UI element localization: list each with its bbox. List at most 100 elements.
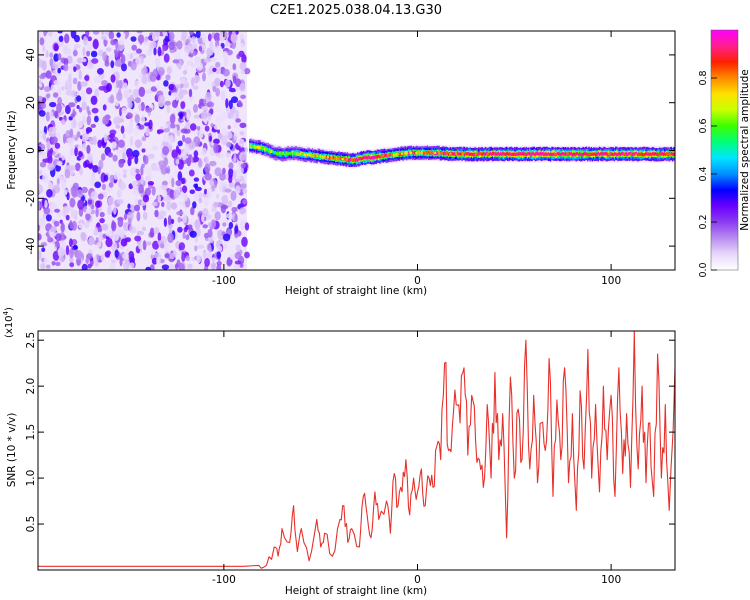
noise-speck (72, 49, 78, 57)
ridge-band (530, 153, 532, 157)
ridge-band (482, 151, 484, 156)
ridge-peak (289, 152, 292, 155)
ridge-band (338, 157, 340, 161)
ridge-band (324, 154, 326, 158)
noise-speck (194, 219, 201, 230)
noise-speck (87, 152, 93, 162)
noise-speck (138, 103, 142, 112)
ridge-peak (666, 153, 669, 156)
noise-speck (216, 251, 222, 259)
ridge-band (494, 152, 496, 156)
noise-speck (159, 210, 167, 217)
noise-speck (118, 38, 125, 46)
ridge-band (543, 152, 545, 156)
noise-speck (149, 264, 155, 270)
ridge-peak (608, 153, 611, 156)
ridge-band (286, 151, 288, 155)
noise-speck (161, 201, 165, 208)
noise-speck (76, 189, 84, 198)
noise-speck (136, 211, 141, 222)
noise-speck (224, 42, 231, 47)
noise-speck (202, 72, 206, 82)
noise-speck (136, 48, 142, 54)
noise-speck (210, 257, 217, 264)
noise-speck (172, 59, 180, 64)
noise-speck (156, 256, 161, 266)
noise-speck (210, 219, 217, 229)
spectrogram-ridge (249, 137, 675, 169)
noise-speck (192, 201, 197, 209)
ridge-peak (434, 151, 437, 154)
ridge-band (295, 152, 297, 156)
ridge-band (655, 152, 657, 156)
ridge-band (347, 158, 350, 162)
ridge-band (276, 152, 279, 156)
noise-speck (180, 101, 186, 110)
noise-speck (235, 78, 242, 87)
colorbar-scale (710, 29, 739, 271)
noise-speck (69, 220, 73, 230)
y-tick-label: -20 (25, 190, 37, 207)
ridge-band (484, 152, 487, 156)
noise-speck (104, 251, 111, 258)
noise-speck (153, 47, 157, 56)
noise-speck (227, 111, 234, 118)
ridge-band (281, 151, 283, 155)
ridge-band (422, 151, 424, 155)
noise-speck (201, 33, 206, 44)
ridge-band (325, 155, 328, 159)
noise-speck (202, 224, 208, 229)
noise-speck (182, 70, 188, 75)
noise-speck (226, 258, 232, 267)
noise-speck (73, 244, 78, 250)
ridge-peak (341, 158, 344, 160)
noise-speck (72, 77, 78, 85)
noise-speck (50, 226, 57, 233)
noise-speck (234, 225, 239, 234)
noise-speck (239, 131, 245, 136)
ridge-band (500, 152, 502, 156)
noise-speck (213, 138, 220, 145)
noise-speck (235, 185, 241, 195)
ridge-band (647, 152, 649, 156)
ridge-band (591, 152, 594, 156)
ridge-band (391, 153, 394, 157)
colorbar-tick-label: 0.2 (698, 214, 709, 229)
noise-speck (240, 163, 246, 169)
noise-speck (214, 167, 222, 177)
noise-speck (141, 74, 148, 85)
noise-speck (112, 154, 118, 162)
noise-speck (207, 33, 212, 42)
ridge-band (576, 151, 578, 156)
noise-speck (142, 211, 148, 220)
noise-speck (130, 36, 137, 42)
ridge-peak (554, 153, 557, 156)
noise-speck (182, 231, 186, 239)
noise-speck (212, 67, 217, 72)
noise-speck (177, 148, 182, 155)
noise-speck (116, 91, 123, 102)
noise-speck (80, 91, 87, 102)
noise-speck (143, 41, 150, 46)
noise-speck (46, 141, 51, 150)
noise-speck (54, 208, 60, 213)
ridge-peak (582, 153, 586, 156)
noise-speck (69, 257, 74, 263)
ridge-peak (330, 156, 333, 159)
ridge-band (641, 152, 644, 157)
noise-speck (204, 188, 208, 195)
noise-speck (129, 135, 134, 147)
snr-panel: -100 0 100 0.5 1.0 1.5 2.0 2.5 (x104) Height o… (2, 307, 676, 597)
ridge-band (438, 150, 440, 154)
colorbar-tick-label: 0.6 (698, 118, 709, 133)
ridge-band (389, 152, 391, 157)
noise-speck (74, 136, 78, 141)
ridge-band (652, 151, 654, 156)
ridge-band (443, 152, 445, 156)
noise-speck (157, 46, 162, 57)
ridge-peak (480, 153, 484, 156)
ridge-peak (464, 153, 467, 156)
noise-speck (165, 74, 171, 81)
noise-speck (95, 207, 99, 218)
